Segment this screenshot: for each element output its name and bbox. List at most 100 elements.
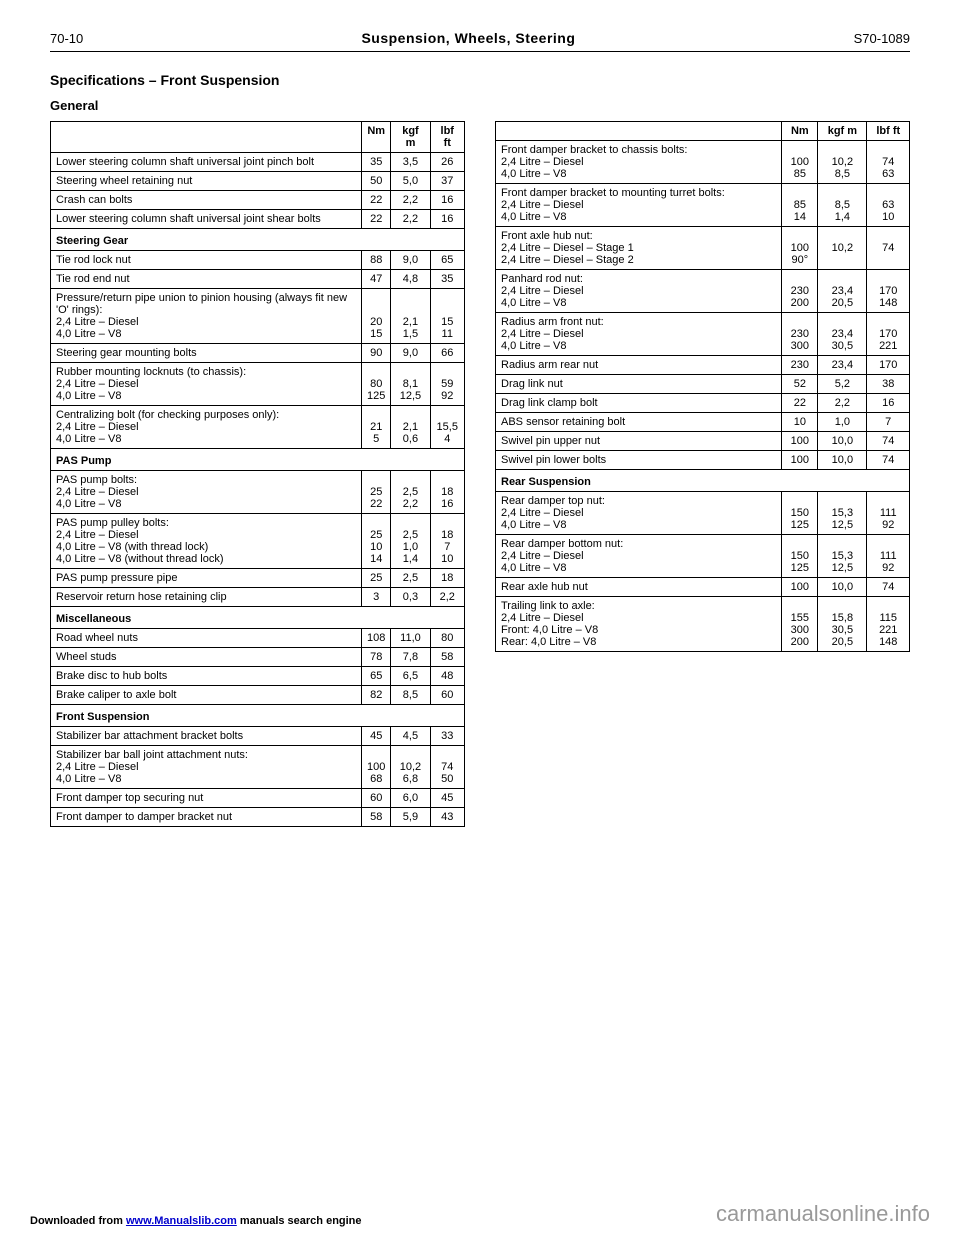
- table-cell: Rear axle hub nut: [496, 578, 782, 597]
- table-row: Radius arm front nut: 2,4 Litre – Diesel…: [496, 313, 910, 356]
- table-row: Tie rod end nut474,835: [51, 270, 465, 289]
- table-cell: 5,2: [818, 375, 867, 394]
- table-cell: 18 7 10: [430, 514, 464, 569]
- table-row: Drag link clamp bolt222,216: [496, 394, 910, 413]
- table-cell: 23,4 30,5: [818, 313, 867, 356]
- table-cell: Front damper top securing nut: [51, 789, 362, 808]
- page-number: 70-10: [50, 31, 83, 46]
- column-header: kgf m: [391, 122, 430, 153]
- table-cell: 100: [782, 578, 818, 597]
- table-cell: 100 90°: [782, 227, 818, 270]
- table-cell: 7: [867, 413, 910, 432]
- table-cell: 58: [362, 808, 391, 827]
- table-cell: 7,8: [391, 648, 430, 667]
- table-cell: 22: [362, 191, 391, 210]
- table-cell: 38: [867, 375, 910, 394]
- table-cell: 45: [430, 789, 464, 808]
- table-cell: 10,0: [818, 451, 867, 470]
- table-cell: 58: [430, 648, 464, 667]
- table-cell: Steering wheel retaining nut: [51, 172, 362, 191]
- table-cell: 10,0: [818, 432, 867, 451]
- table-cell: Tie rod lock nut: [51, 251, 362, 270]
- table-cell: 6,5: [391, 667, 430, 686]
- table-cell: 85 14: [782, 184, 818, 227]
- table-cell: PAS pump pulley bolts: 2,4 Litre – Diese…: [51, 514, 362, 569]
- table-cell: 10: [782, 413, 818, 432]
- table-cell: Brake disc to hub bolts: [51, 667, 362, 686]
- table-row: Stabilizer bar attachment bracket bolts4…: [51, 727, 465, 746]
- table-cell: PAS pump pressure pipe: [51, 569, 362, 588]
- table-row: Crash can bolts222,216: [51, 191, 465, 210]
- table-row: Centralizing bolt (for checking purposes…: [51, 406, 465, 449]
- table-cell: Reservoir return hose retaining clip: [51, 588, 362, 607]
- table-cell: Front Suspension: [51, 705, 465, 727]
- table-cell: 4,5: [391, 727, 430, 746]
- column-header: [496, 122, 782, 141]
- table-cell: 35: [362, 153, 391, 172]
- table-cell: Road wheel nuts: [51, 629, 362, 648]
- table-cell: 33: [430, 727, 464, 746]
- table-cell: 25 22: [362, 471, 391, 514]
- table-cell: 15,8 30,5 20,5: [818, 597, 867, 652]
- table-cell: 65: [430, 251, 464, 270]
- table-cell: 8,5 1,4: [818, 184, 867, 227]
- table-cell: 9,0: [391, 251, 430, 270]
- table-cell: 150 125: [782, 492, 818, 535]
- table-cell: 23,4: [818, 356, 867, 375]
- footer-suffix: manuals search engine: [240, 1215, 362, 1227]
- table-cell: ABS sensor retaining bolt: [496, 413, 782, 432]
- table-cell: Lower steering column shaft universal jo…: [51, 153, 362, 172]
- table-cell: 230 200: [782, 270, 818, 313]
- table-row: Front damper bracket to chassis bolts: 2…: [496, 141, 910, 184]
- table-cell: Rear damper bottom nut: 2,4 Litre – Dies…: [496, 535, 782, 578]
- table-cell: Drag link clamp bolt: [496, 394, 782, 413]
- table-row: Steering Gear: [51, 229, 465, 251]
- table-cell: Trailing link to axle: 2,4 Litre – Diese…: [496, 597, 782, 652]
- table-cell: Radius arm rear nut: [496, 356, 782, 375]
- table-cell: 15,3 12,5: [818, 535, 867, 578]
- table-cell: 11,0: [391, 629, 430, 648]
- table-cell: 9,0: [391, 344, 430, 363]
- table-cell: 20 15: [362, 289, 391, 344]
- table-cell: 16: [430, 191, 464, 210]
- table-cell: 15 11: [430, 289, 464, 344]
- footer-link[interactable]: www.Manualslib.com: [126, 1215, 237, 1227]
- table-cell: 100: [782, 451, 818, 470]
- table-cell: 66: [430, 344, 464, 363]
- table-cell: 10,2: [818, 227, 867, 270]
- table-row: PAS pump bolts: 2,4 Litre – Diesel 4,0 L…: [51, 471, 465, 514]
- table-cell: 15,3 12,5: [818, 492, 867, 535]
- table-cell: 18 16: [430, 471, 464, 514]
- table-cell: 82: [362, 686, 391, 705]
- table-cell: 170 148: [867, 270, 910, 313]
- spec-table-2: Nmkgf mlbf ft Front damper bracket to ch…: [495, 121, 910, 652]
- table-cell: 15,5 4: [430, 406, 464, 449]
- table-cell: Panhard rod nut: 2,4 Litre – Diesel 4,0 …: [496, 270, 782, 313]
- table-row: Wheel studs787,858: [51, 648, 465, 667]
- table-cell: 6,0: [391, 789, 430, 808]
- table-cell: 0,3: [391, 588, 430, 607]
- table-row: Road wheel nuts10811,080: [51, 629, 465, 648]
- table-cell: 3,5: [391, 153, 430, 172]
- table-cell: 16: [430, 210, 464, 229]
- table-cell: 5,0: [391, 172, 430, 191]
- table-cell: Swivel pin lower bolts: [496, 451, 782, 470]
- table-cell: 21 5: [362, 406, 391, 449]
- section-title: Specifications – Front Suspension: [50, 72, 910, 88]
- table-cell: 170 221: [867, 313, 910, 356]
- table-row: Rubber mounting locknuts (to chassis): 2…: [51, 363, 465, 406]
- table-cell: Swivel pin upper nut: [496, 432, 782, 451]
- column-header: lbf ft: [867, 122, 910, 141]
- right-column: Nmkgf mlbf ft Front damper bracket to ch…: [495, 121, 910, 652]
- watermark: carmanualsonline.info: [716, 1201, 930, 1227]
- table-cell: 3: [362, 588, 391, 607]
- page-header: 70-10 Suspension, Wheels, Steering S70-1…: [50, 30, 910, 52]
- table-row: Lower steering column shaft universal jo…: [51, 153, 465, 172]
- table-cell: 37: [430, 172, 464, 191]
- table-row: Front axle hub nut: 2,4 Litre – Diesel –…: [496, 227, 910, 270]
- table-cell: 10,0: [818, 578, 867, 597]
- column-header: kgf m: [818, 122, 867, 141]
- table-cell: 2,1 1,5: [391, 289, 430, 344]
- table-cell: Drag link nut: [496, 375, 782, 394]
- table-cell: 22: [362, 210, 391, 229]
